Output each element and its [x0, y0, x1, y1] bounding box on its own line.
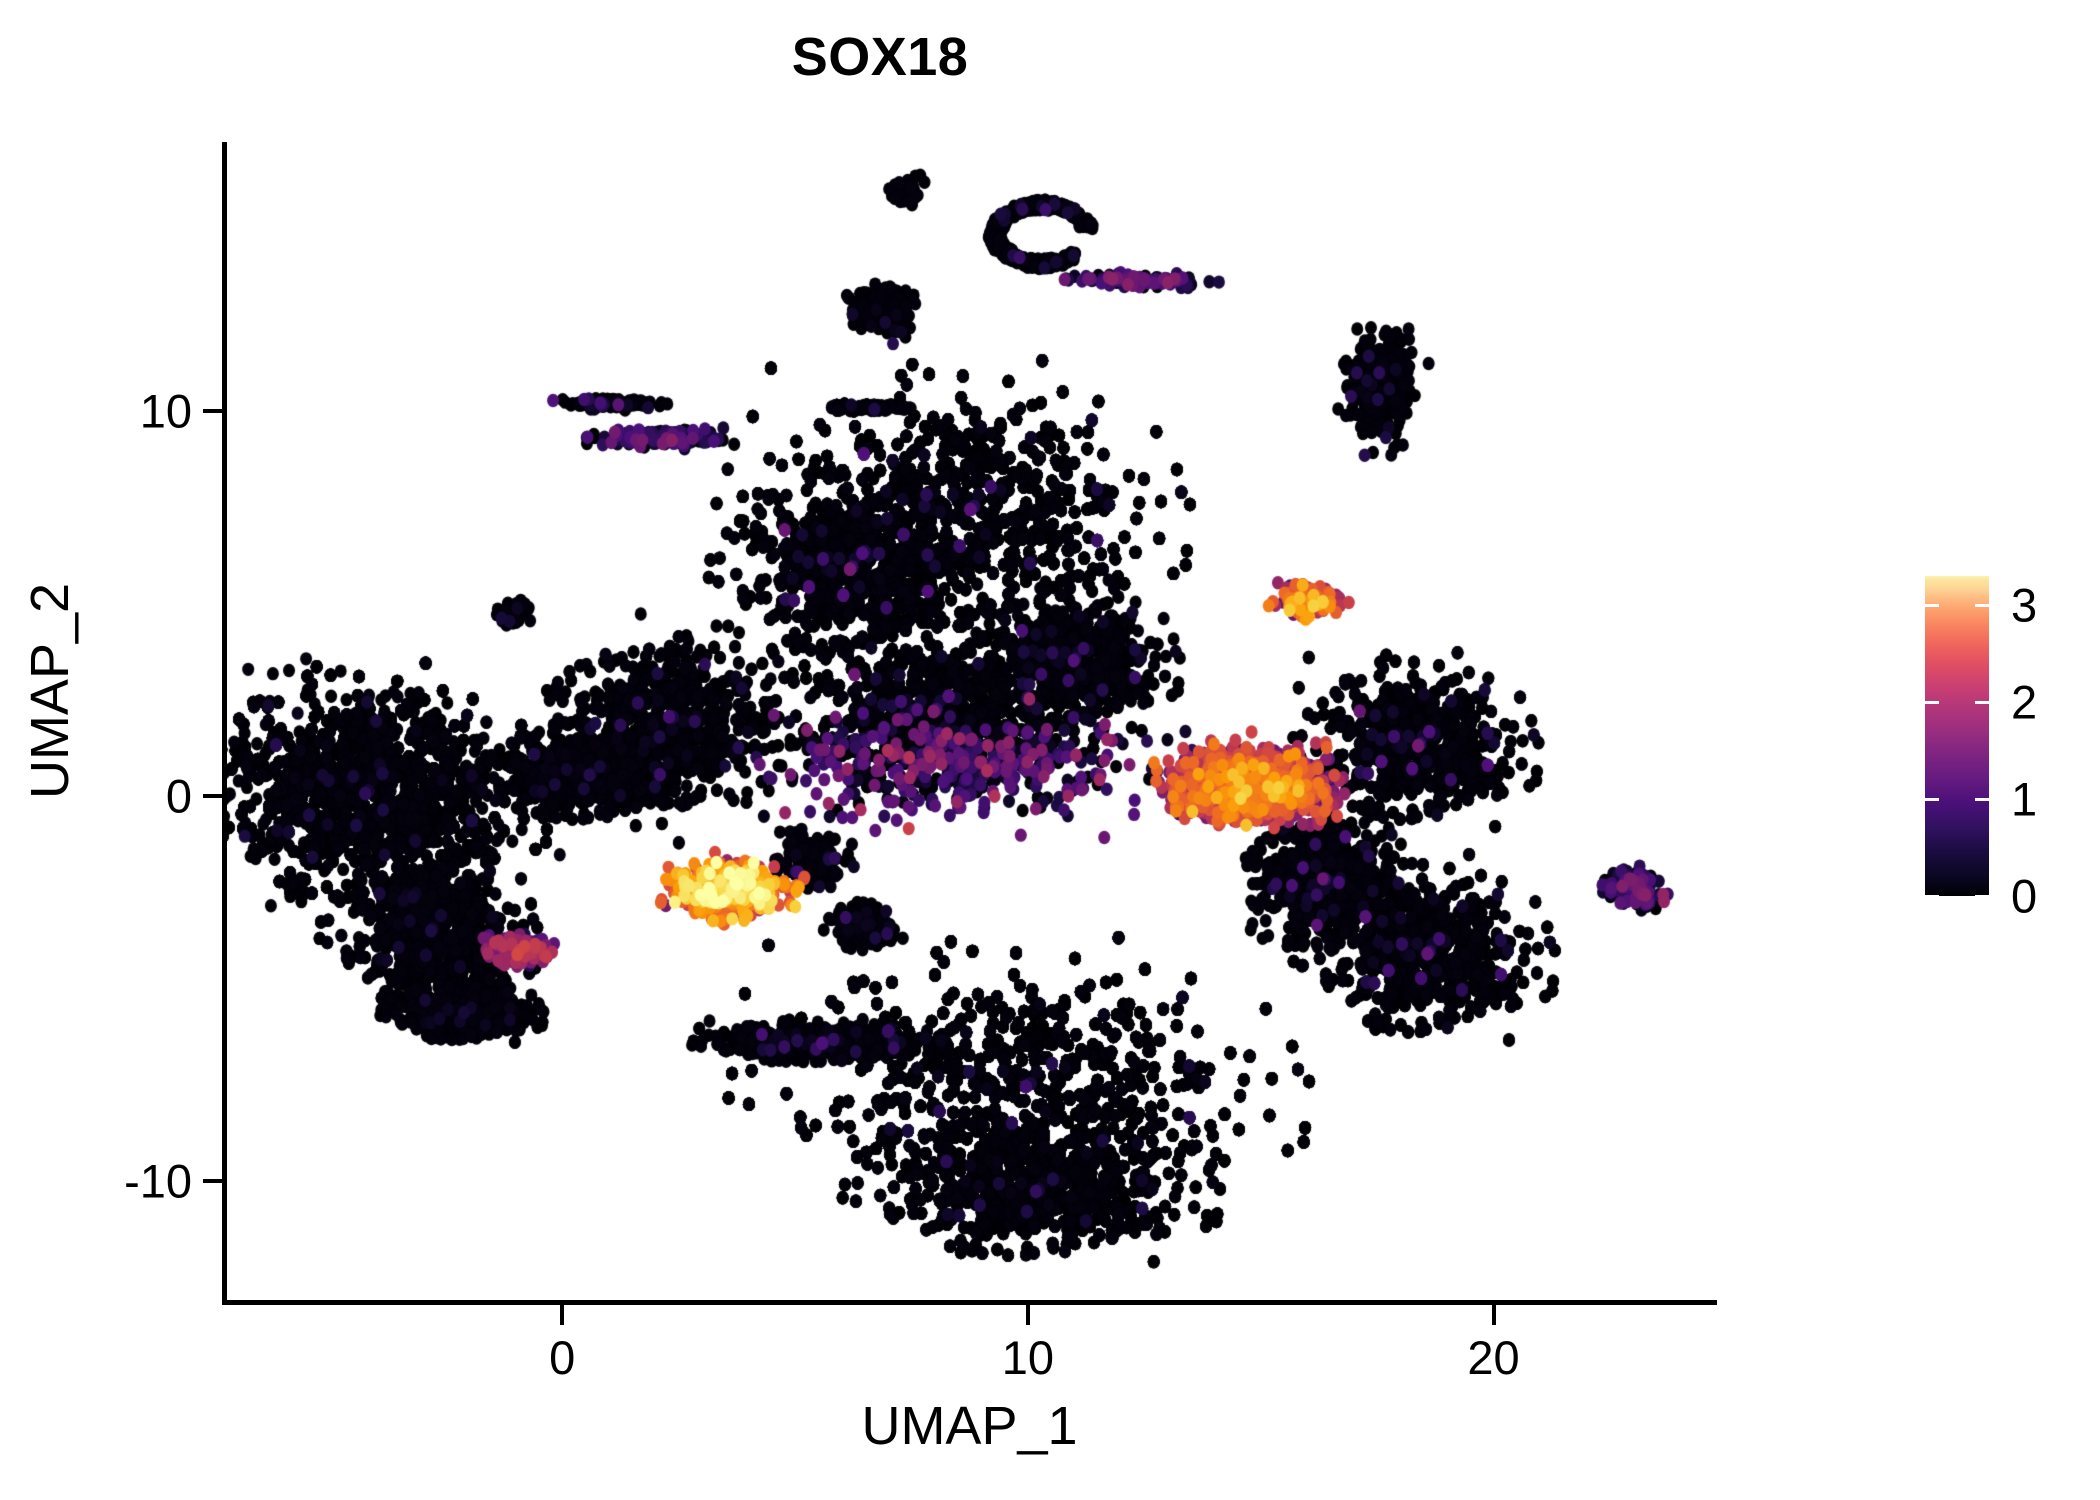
x-tick-label: 0: [549, 1331, 576, 1384]
colorbar-tick-mark: [1975, 895, 1989, 898]
colorbar-tick-label: 2: [2011, 675, 2038, 729]
x-tick-mark: [560, 1305, 565, 1325]
x-tick-mark: [1491, 1305, 1496, 1325]
y-tick-label: -10: [124, 1154, 192, 1208]
colorbar-tick-mark: [1925, 604, 1939, 608]
colorbar-tick-mark: [1975, 604, 1989, 608]
x-tick-label: 20: [1467, 1331, 1520, 1384]
plot-panel: [227, 142, 1717, 1300]
x-tick-label: 10: [1001, 1331, 1055, 1384]
y-tick-mark: [203, 409, 223, 414]
colorbar-tick-label: 0: [2011, 869, 2038, 923]
x-axis-line: [222, 1300, 1717, 1305]
colorbar-tick-mark: [1975, 798, 1989, 802]
y-axis-line: [222, 142, 227, 1304]
colorbar-tick-mark: [1925, 895, 1939, 898]
colorbar-tick-mark: [1925, 798, 1939, 802]
colorbar-legend: 3 2 1 0: [1925, 576, 2085, 923]
y-tick-label: 10: [139, 384, 192, 438]
y-tick-label: 0: [165, 769, 192, 823]
scatter-points-canvas: [227, 142, 1717, 1300]
x-tick-mark: [1025, 1305, 1030, 1325]
y-tick-mark: [203, 794, 223, 799]
colorbar-tick-label: 1: [2011, 772, 2038, 826]
x-axis-title: UMAP_1: [861, 1396, 1078, 1456]
colorbar-tick-label: 3: [2011, 578, 2038, 632]
y-axis-title: UMAP_2: [20, 582, 80, 800]
colorbar-tick-mark: [1975, 701, 1989, 705]
colorbar-tick-mark: [1925, 701, 1939, 705]
page-title: SOX18: [791, 27, 969, 87]
y-tick-mark: [203, 1178, 223, 1183]
colorbar-gradient: [1925, 576, 1989, 896]
